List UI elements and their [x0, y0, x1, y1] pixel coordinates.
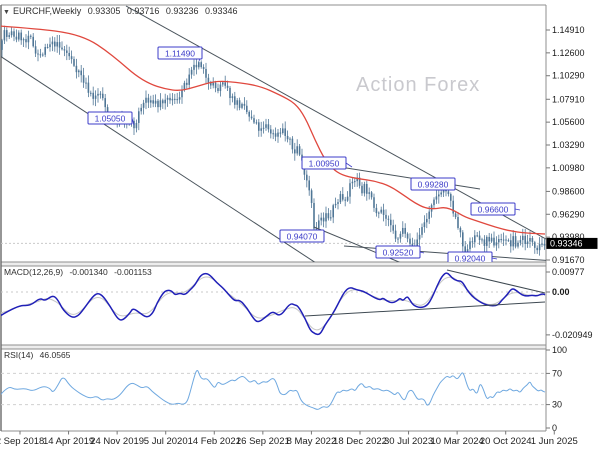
price-axis-tick-label: 0.98600 — [552, 186, 585, 196]
annotation-text: 0.92040 — [455, 254, 486, 264]
date-axis-tick-label: 14 Apr 2019 — [43, 436, 94, 447]
price-axis-tick-label: 1.07910 — [552, 94, 585, 104]
rsi-panel[interactable] — [0, 370, 546, 410]
price-level-annotation[interactable]: 1.05050 — [87, 111, 135, 126]
price-level-annotation[interactable]: 1.00950 — [301, 156, 353, 170]
macd-trendline[interactable] — [446, 269, 546, 294]
right-price-axis[interactable]: 1.14910 1.12600 1.10290 1.07910 1.05600 1.032… — [546, 25, 598, 433]
panel-separator[interactable] — [1, 262, 546, 266]
symbol-dropdown-icon[interactable]: ▼ — [3, 9, 10, 16]
annotation-text: 0.99280 — [418, 180, 449, 190]
macd-name: MACD(12,26,9) — [4, 267, 64, 277]
macd-main-line — [1, 272, 546, 336]
rsi-value: 46.0565 — [39, 350, 71, 360]
rsi-name: RSI(14) — [4, 350, 34, 360]
trendline[interactable] — [0, 56, 316, 263]
price-axis-tick-label: 0.91670 — [552, 255, 585, 265]
price-panel[interactable]: 1.11490 1.05050 1.00950 0.99280 0.96600 0.940… — [0, 5, 554, 269]
chart-header: ▼ EURCHF,Weekly 0.93305 0.93716 0.93236 0… — [3, 6, 242, 16]
annotation-text: 1.05050 — [95, 114, 126, 124]
macd-trendline[interactable] — [304, 301, 546, 317]
date-axis-tick-label: 24 Nov 2019 — [90, 436, 144, 447]
macd-indicator-label: MACD(12,26,9) -0.001340 -0.001153 — [4, 267, 156, 277]
price-level-annotation[interactable]: 0.92520 — [375, 245, 425, 259]
price-axis-tick-label: 1.05600 — [552, 117, 585, 127]
current-price-text: 0.93346 — [550, 238, 583, 248]
watermark: Action Forex — [356, 74, 481, 96]
annotation-text: 0.94070 — [287, 232, 318, 242]
rsi-line — [1, 370, 546, 410]
price-axis-tick-label: 1.03290 — [552, 140, 585, 150]
price-axis-tick-label: 1.10290 — [552, 71, 585, 81]
macd-panel[interactable] — [0, 269, 546, 336]
moving-average-line — [1, 25, 546, 235]
price-level-annotation[interactable]: 0.92040 — [447, 251, 498, 264]
rsi-axis-tick-label: 30 — [552, 400, 562, 410]
ohlc-close: 0.93346 — [204, 6, 238, 16]
price-axis-tick-label: 1.14910 — [552, 25, 585, 35]
rsi-axis-tick-label: 0 — [552, 423, 557, 433]
date-axis-tick-label: 1 Jun 2025 — [531, 436, 578, 447]
ohlc-open: 0.93305 — [87, 6, 121, 16]
macd-axis-tick-label: 0.00977 — [552, 267, 585, 277]
date-axis-tick-label: 2 Sep 2018 — [0, 436, 44, 447]
date-axis-tick-label: 20 Oct 2024 — [480, 436, 532, 447]
rsi-indicator-label: RSI(14) 46.0565 — [4, 350, 74, 360]
price-axis-tick-label: 1.00980 — [552, 163, 585, 173]
price-axis-tick-label: 0.93980 — [552, 232, 585, 242]
annotation-text: 0.96600 — [478, 205, 509, 215]
panel-separator[interactable] — [1, 345, 546, 349]
symbol-title: EURCHF,Weekly — [12, 6, 82, 16]
price-axis-tick-label: 0.96290 — [552, 209, 585, 219]
annotation-text: 0.92520 — [383, 248, 414, 258]
ohlc-low: 0.93236 — [165, 6, 199, 16]
date-axis-tick-label: 30 Jul 2023 — [384, 436, 433, 447]
annotation-text: 1.00950 — [309, 159, 340, 169]
date-axis-tick-label: 14 Feb 2021 — [188, 436, 241, 447]
price-level-annotation[interactable]: 0.99280 — [410, 177, 456, 191]
date-axis-tick-label: 5 Jul 2020 — [144, 436, 188, 447]
date-axis-tick-label: 10 Mar 2024 — [430, 436, 483, 447]
macd-value-signal: -0.001153 — [114, 267, 152, 277]
current-price-tag — [546, 237, 598, 249]
macd-value-main: -0.001340 — [69, 267, 108, 277]
date-axis-tick-label: 26 Sep 2021 — [236, 436, 290, 447]
macd-axis-tick-label: -0.020949 — [552, 330, 593, 340]
ohlc-high: 0.93716 — [126, 6, 160, 16]
price-level-annotation[interactable]: 0.96600 — [470, 202, 521, 216]
date-axis-tick-label: 18 Dec 2022 — [333, 436, 387, 447]
price-axis-tick-label: 1.12600 — [552, 48, 585, 58]
date-axis-tick-label: 8 May 2022 — [287, 436, 337, 447]
annotation-text: 1.11490 — [165, 49, 195, 59]
price-level-annotation[interactable]: 0.94070 — [279, 229, 325, 243]
macd-axis-tick-label: 0.00 — [552, 287, 570, 297]
price-level-annotation[interactable]: 1.11490 — [157, 46, 203, 62]
rsi-axis-tick-label: 100 — [552, 345, 567, 355]
rsi-axis-tick-label: 70 — [552, 368, 562, 378]
